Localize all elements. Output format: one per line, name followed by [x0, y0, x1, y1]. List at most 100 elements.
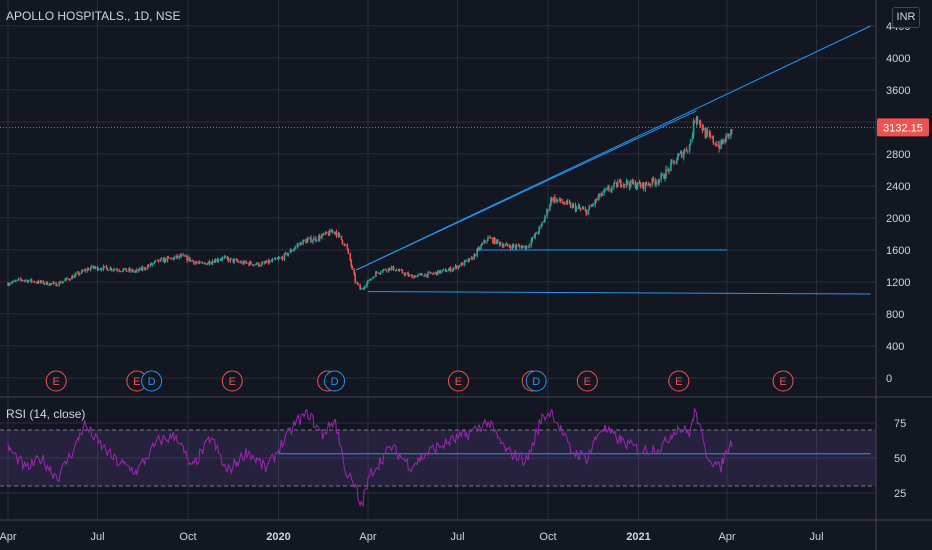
event-label: E: [675, 376, 682, 388]
candle-body: [499, 244, 502, 246]
candle-body: [159, 258, 162, 262]
candle-body: [335, 231, 338, 237]
candle-body: [367, 279, 369, 283]
candle-body: [58, 282, 60, 286]
candle-body: [569, 203, 572, 208]
time-tick-label: Apr: [0, 531, 17, 543]
candle-body: [110, 267, 113, 271]
candle-body: [704, 127, 707, 138]
candle-body: [517, 245, 520, 247]
candle-body: [391, 266, 394, 268]
candle-body: [79, 273, 81, 275]
candle-body: [87, 268, 90, 271]
candle-body: [641, 182, 644, 187]
candle-body: [457, 265, 460, 269]
candle-body: [180, 254, 182, 257]
candle-body: [305, 240, 307, 243]
candle-body: [670, 162, 672, 171]
candle-body: [270, 260, 273, 262]
candle-body: [546, 209, 548, 216]
candle-body: [623, 183, 626, 185]
candle-body: [327, 233, 330, 236]
candle-body: [93, 267, 96, 269]
candle-body: [557, 199, 559, 201]
candle-body: [42, 280, 45, 284]
candle-body: [349, 253, 352, 261]
candle-body: [321, 233, 324, 236]
candle-body: [249, 261, 251, 266]
candle-body: [55, 282, 57, 287]
candle-body: [68, 278, 70, 280]
price-axis[interactable]: 0400800120016002000240028003200360040004…: [886, 21, 910, 385]
candle-body: [129, 268, 131, 272]
time-tick-label: 2020: [266, 531, 290, 543]
candle-body: [32, 281, 35, 283]
candle-body: [27, 280, 30, 283]
candle-body: [533, 236, 536, 238]
candle-body: [69, 279, 71, 281]
candle-body: [430, 272, 432, 274]
candle-body: [237, 261, 239, 263]
candle-body: [642, 182, 645, 189]
candle-body: [613, 183, 615, 187]
candle-body: [214, 259, 217, 263]
earnings-marker: E: [45, 370, 67, 392]
earnings-marker: E: [221, 370, 243, 392]
candle-body: [696, 117, 699, 122]
candle-body: [330, 230, 333, 233]
candle-body: [494, 238, 496, 244]
candle-body: [636, 182, 639, 187]
candle-body: [356, 282, 358, 284]
candle-body: [179, 255, 181, 257]
candle-body: [49, 283, 52, 286]
candle-body: [718, 144, 720, 149]
candle-body: [720, 140, 722, 149]
event-label: D: [532, 376, 540, 388]
candle-body: [94, 266, 97, 268]
candle-body: [652, 178, 655, 181]
candle-body: [233, 259, 236, 263]
candle-body: [695, 117, 698, 123]
event-markers[interactable]: EEDEEDEEDEEE: [45, 370, 794, 392]
candle-body: [35, 282, 38, 284]
candle-body: [728, 133, 730, 137]
rsi-tick-label: 50: [894, 453, 906, 465]
rsi-axis[interactable]: 25 50 75: [894, 418, 906, 500]
candle-body: [12, 280, 14, 283]
candle-body: [105, 266, 108, 268]
candle-body: [691, 135, 694, 140]
candle-body: [577, 206, 580, 208]
candle-body: [182, 254, 184, 256]
candle-body: [318, 236, 321, 239]
candle-body: [397, 270, 400, 272]
candle-body: [432, 273, 434, 275]
time-axis[interactable]: Apr Jul Oct 2020 Apr Jul Oct 2021 Apr Jul: [0, 531, 824, 543]
candle-body: [470, 257, 473, 259]
candle-body: [680, 151, 683, 158]
candle-body: [170, 257, 173, 259]
candle-body: [309, 237, 311, 239]
candle-body: [717, 144, 719, 147]
candle-body: [722, 140, 724, 144]
candle-body: [40, 280, 43, 283]
candle-body: [360, 288, 362, 290]
candle-body: [162, 258, 165, 262]
candle-body: [451, 269, 454, 272]
candle-body: [401, 270, 404, 274]
candle-body: [324, 231, 327, 235]
candle-body: [89, 268, 92, 271]
rsi-title: RSI (14, close): [6, 407, 86, 421]
candle-body: [671, 160, 673, 163]
candle-body: [607, 187, 609, 189]
candle-body: [306, 239, 308, 243]
currency-badge[interactable]: INR: [892, 7, 920, 28]
candle-body: [617, 182, 619, 188]
candle-body: [448, 267, 451, 270]
event-circle: [525, 370, 547, 392]
event-label: D: [148, 376, 156, 388]
candle-body: [33, 281, 36, 283]
candle-body: [486, 240, 488, 242]
candle-body: [340, 235, 343, 240]
candle-body: [506, 243, 509, 246]
